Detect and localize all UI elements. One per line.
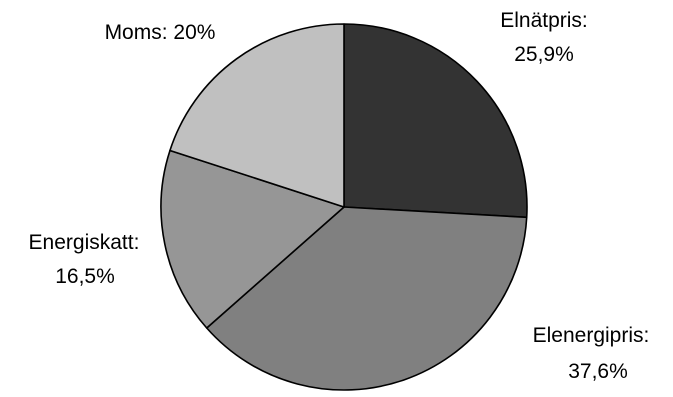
slice-label-elnatpris-name: Elnätpris:	[500, 9, 588, 32]
pie-slice-elnatpris	[343, 23, 528, 219]
pie-slice-moms	[169, 23, 345, 208]
pie-labels: Elnätpris: 25,9% Elenergipris: 37,6% Ene…	[29, 9, 650, 383]
slice-label-energiskatt-name: Energiskatt:	[29, 231, 140, 254]
slice-label-energiskatt-value: 16,5%	[55, 265, 115, 288]
pie-slice-elenergipris	[205, 206, 528, 391]
pie-slices	[160, 23, 528, 391]
pie-slice-energiskatt	[160, 149, 345, 329]
slice-label-moms: Moms: 20%	[105, 21, 216, 44]
slice-label-elnatpris-value: 25,9%	[514, 43, 574, 66]
slice-label-elenergipris-name: Elenergipris:	[533, 324, 650, 347]
slice-label-elenergipris-value: 37,6%	[568, 360, 628, 383]
